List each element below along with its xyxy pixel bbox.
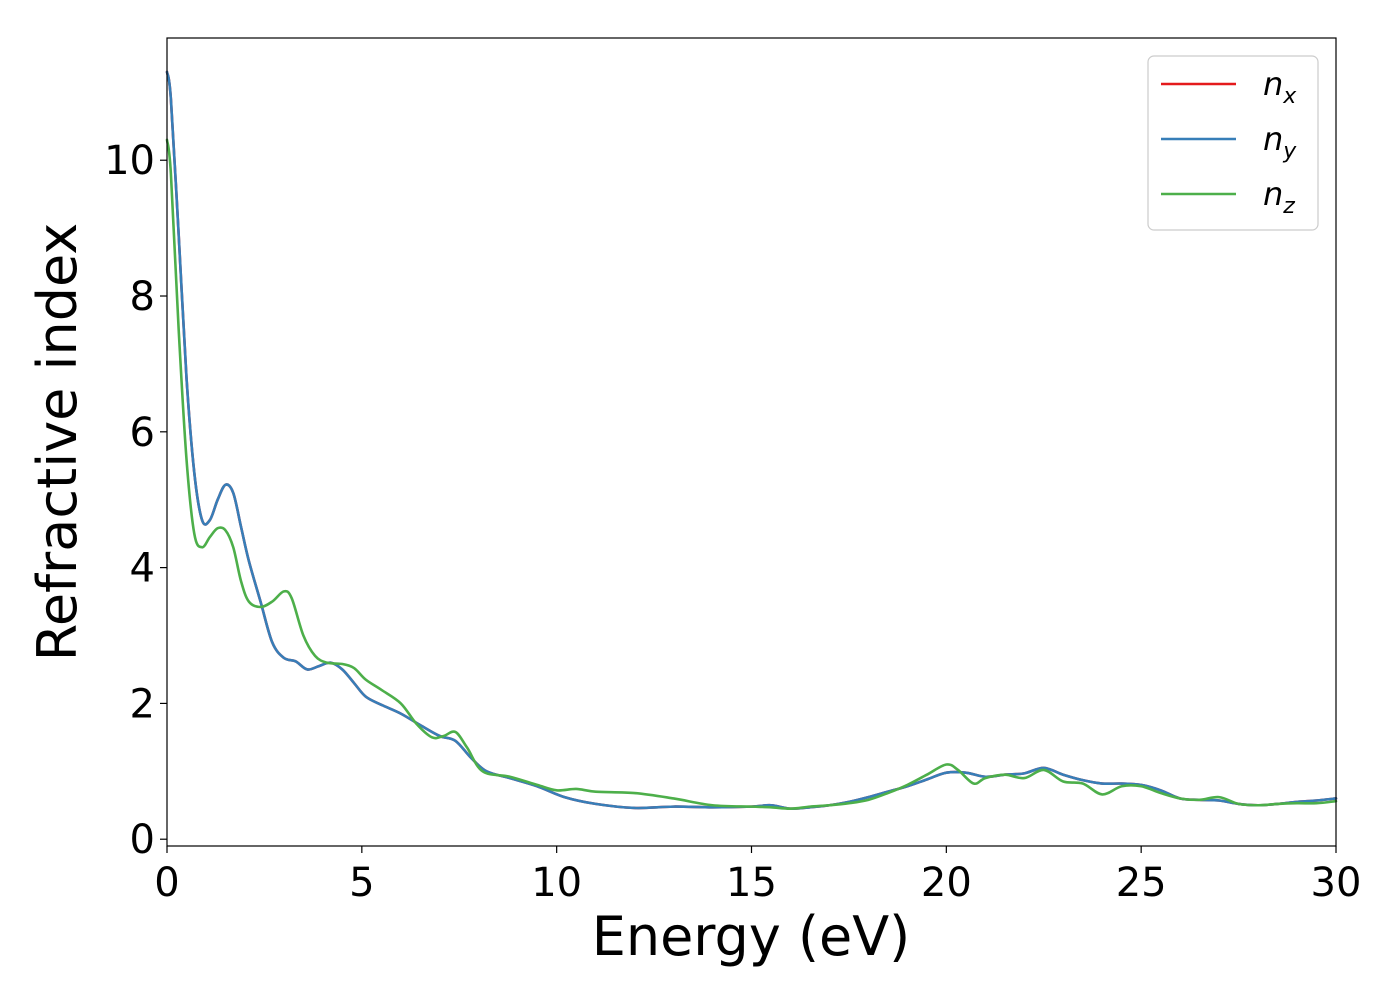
legend-label-nz: nz [1263, 175, 1295, 219]
series-line-nz [165, 138, 1338, 810]
plot-area [167, 38, 1336, 846]
x-axis-label: Energy (eV) [592, 905, 911, 968]
legend-label-nx: nx [1263, 65, 1297, 109]
series-line-ny [165, 70, 1338, 811]
y-axis-label: Refractive index [26, 223, 89, 662]
series-layer [165, 70, 1338, 811]
x-tick-label: 0 [154, 860, 179, 906]
x-tick-label: 30 [1311, 860, 1362, 906]
x-tick-label: 20 [921, 860, 972, 906]
x-tick-label: 5 [349, 860, 374, 906]
x-tick-label: 25 [1116, 860, 1167, 906]
y-tick-label: 2 [130, 681, 155, 727]
y-tick-label: 8 [130, 274, 155, 320]
legend-box [1147, 55, 1319, 231]
y-tick-label: 4 [130, 546, 155, 592]
y-axis-ticks: 0 2 4 6 8 10 [104, 138, 167, 863]
x-tick-label: 10 [531, 860, 582, 906]
y-tick-label: 6 [130, 410, 155, 456]
legend-label-ny: ny [1263, 120, 1297, 164]
y-tick-label: 0 [130, 817, 155, 863]
y-tick-label: 10 [104, 138, 155, 184]
x-axis-ticks: 0 5 10 15 20 25 30 [154, 846, 1361, 906]
x-tick-label: 15 [726, 860, 777, 906]
legend: nx ny nz [1147, 55, 1319, 231]
